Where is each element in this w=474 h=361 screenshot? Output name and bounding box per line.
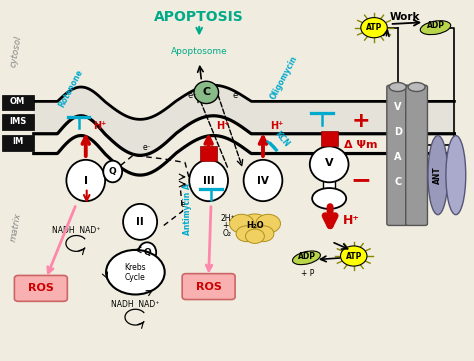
- Text: e⁻: e⁻: [143, 143, 151, 152]
- Bar: [323, 164, 335, 191]
- Text: Rotenone: Rotenone: [57, 68, 84, 109]
- Text: C: C: [202, 87, 210, 97]
- Circle shape: [340, 246, 367, 266]
- Text: D: D: [394, 127, 401, 137]
- Text: OM: OM: [10, 97, 25, 106]
- FancyBboxPatch shape: [1, 95, 34, 110]
- Text: IM: IM: [12, 137, 23, 146]
- Ellipse shape: [420, 21, 451, 35]
- Text: matrix: matrix: [9, 212, 23, 243]
- FancyBboxPatch shape: [1, 114, 34, 130]
- Text: Q: Q: [109, 167, 117, 176]
- Text: NADH  NAD⁺: NADH NAD⁺: [111, 300, 160, 309]
- Ellipse shape: [123, 204, 157, 240]
- FancyBboxPatch shape: [14, 275, 67, 301]
- FancyBboxPatch shape: [387, 85, 409, 226]
- Circle shape: [361, 18, 387, 38]
- Ellipse shape: [446, 135, 466, 215]
- Text: Krebs
Cycle: Krebs Cycle: [125, 262, 146, 282]
- Ellipse shape: [310, 146, 348, 182]
- Ellipse shape: [138, 242, 156, 262]
- Text: A: A: [394, 152, 401, 162]
- Circle shape: [240, 214, 270, 237]
- Ellipse shape: [189, 160, 228, 201]
- Text: V: V: [325, 157, 334, 168]
- Text: C: C: [394, 177, 401, 187]
- Text: KCN: KCN: [273, 130, 291, 149]
- Text: Oligomycin: Oligomycin: [269, 55, 300, 101]
- Text: Q: Q: [143, 248, 151, 257]
- Circle shape: [236, 226, 257, 242]
- Ellipse shape: [66, 160, 105, 201]
- Text: e⁻: e⁻: [187, 91, 197, 100]
- Text: H₂O: H₂O: [246, 221, 264, 230]
- Text: ROS: ROS: [28, 283, 54, 293]
- Text: Antimycin A: Antimycin A: [183, 183, 192, 235]
- Ellipse shape: [408, 83, 425, 91]
- Text: APOPTOSIS: APOPTOSIS: [155, 10, 244, 24]
- Text: NADH  NAD⁺: NADH NAD⁺: [52, 226, 100, 235]
- FancyBboxPatch shape: [1, 135, 34, 151]
- Ellipse shape: [312, 188, 346, 209]
- Text: V: V: [394, 102, 401, 112]
- Text: Work: Work: [390, 12, 420, 22]
- Text: IMS: IMS: [9, 117, 27, 126]
- Text: I: I: [84, 175, 88, 186]
- Text: O₂: O₂: [223, 229, 232, 238]
- Text: ADP: ADP: [298, 252, 316, 261]
- Text: 2H⁺: 2H⁺: [220, 214, 235, 223]
- Circle shape: [229, 214, 254, 233]
- Text: + P: + P: [301, 270, 315, 278]
- Text: ATP: ATP: [346, 252, 362, 261]
- Text: cytosol: cytosol: [9, 34, 23, 68]
- Text: Δ Ψm: Δ Ψm: [344, 140, 378, 149]
- Circle shape: [253, 226, 274, 242]
- Text: III: III: [203, 175, 214, 186]
- Text: H⁺: H⁺: [342, 214, 359, 227]
- Ellipse shape: [389, 83, 406, 91]
- Text: ATP: ATP: [366, 23, 382, 32]
- Text: H⁺: H⁺: [216, 121, 229, 131]
- Bar: [320, 131, 337, 146]
- Text: −: −: [350, 169, 371, 192]
- Ellipse shape: [244, 160, 283, 201]
- Text: +: +: [352, 111, 370, 131]
- Text: IV: IV: [257, 175, 269, 186]
- Ellipse shape: [428, 135, 448, 215]
- Text: H⁺: H⁺: [93, 121, 106, 131]
- Circle shape: [256, 214, 281, 233]
- Bar: [200, 145, 217, 161]
- Ellipse shape: [292, 251, 320, 265]
- Text: ADP: ADP: [427, 21, 445, 30]
- Text: +: +: [222, 221, 229, 230]
- Text: e⁻: e⁻: [232, 91, 242, 100]
- FancyBboxPatch shape: [406, 85, 428, 226]
- Circle shape: [246, 229, 264, 243]
- Text: ROS: ROS: [196, 282, 221, 292]
- Text: e⁻: e⁻: [180, 200, 189, 209]
- Ellipse shape: [194, 81, 219, 104]
- Text: ANT: ANT: [433, 166, 442, 184]
- Text: II: II: [136, 217, 144, 227]
- Text: Apoptosome: Apoptosome: [171, 47, 228, 56]
- FancyBboxPatch shape: [182, 274, 235, 300]
- Ellipse shape: [103, 161, 122, 182]
- Circle shape: [106, 250, 164, 295]
- Text: H⁺: H⁺: [270, 121, 283, 131]
